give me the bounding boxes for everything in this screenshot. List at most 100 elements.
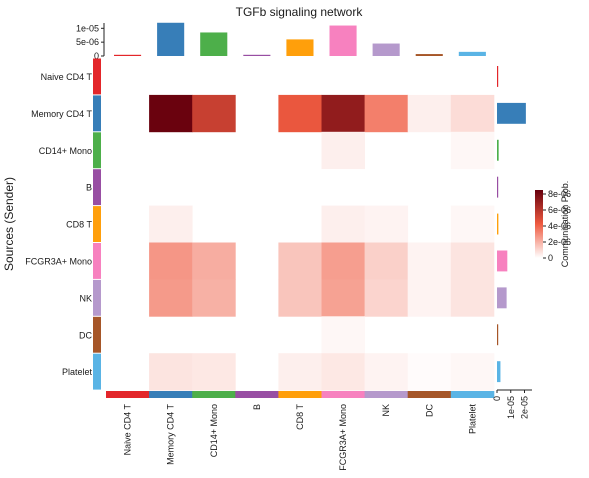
col-labels: Naive CD4 T Memory CD4 T CD14+ Mono B CD8 T F… [123, 403, 478, 470]
cell-platelet-to-fcgr3a-mono [321, 353, 365, 391]
col-label-naive-cd4-t: Naive CD4 T [123, 404, 133, 456]
color-legend: Communication Prob. 8e-06 6e-06 4e-06 2e-06… [535, 181, 571, 268]
right-bar-b [497, 176, 499, 198]
top-bar-cd8-t [286, 39, 314, 56]
row-color-nk [93, 279, 101, 316]
cell-platelet-to-nk [364, 353, 409, 391]
right-bar-chart [497, 66, 526, 383]
right-bar-memory-cd4-t [497, 102, 526, 124]
col-label-fcgr3a-mono: FCGR3A+ Mono [338, 404, 348, 471]
legend-tick-label: 6e-06 [548, 205, 571, 215]
col-color-b [235, 391, 279, 398]
cell-fcgr3a-mono-to-dc [407, 242, 452, 280]
row-label-naive-cd4-t: Naive CD4 T [41, 72, 93, 82]
row-label-dc: DC [79, 330, 92, 340]
right-bar-cd8-t [497, 213, 499, 235]
right-bar-naive-cd4-t [497, 66, 499, 87]
legend-tick-label: 4e-06 [548, 221, 571, 231]
col-color-fcgr3a-mono [321, 391, 365, 398]
col-annotation-strip [106, 391, 495, 398]
row-color-naive-cd4-t [93, 58, 101, 95]
y-axis-label: Sources (Sender) [2, 177, 16, 271]
row-color-memory-cd4-t [93, 95, 101, 132]
row-color-cd8-t [93, 206, 101, 242]
col-label-b: B [252, 404, 262, 410]
cell-nk-to-platelet [450, 279, 495, 317]
right-bar-nk [497, 287, 507, 309]
cell-nk-to-fcgr3a-mono [321, 279, 365, 317]
cell-platelet-to-memory-cd4-t [149, 353, 193, 391]
cell-memory-cd4-t-to-cd14-mono [192, 94, 236, 133]
cell-cd8-t-to-nk [364, 205, 409, 243]
cell-fcgr3a-mono-to-cd8-t [278, 242, 322, 280]
legend-tick-label: 8e-06 [548, 189, 571, 199]
cell-memory-cd4-t-to-nk [364, 94, 409, 133]
cell-platelet-to-cd8-t [278, 353, 322, 391]
right-bar-cd14-mono [497, 139, 499, 161]
col-color-nk [364, 391, 409, 398]
cell-fcgr3a-mono-to-cd14-mono [192, 242, 236, 280]
row-label-platelet: Platelet [62, 367, 93, 377]
legend-title: Communication Prob. [560, 181, 570, 268]
top-bar-axis: 1e-05 5e-06 0 [76, 23, 105, 61]
chart-title: TGFb signaling network [236, 5, 364, 19]
row-color-fcgr3a-mono [93, 243, 101, 279]
cell-cd8-t-to-fcgr3a-mono [321, 205, 365, 243]
top-bar-b [243, 54, 271, 56]
top-bar-nk [372, 43, 400, 56]
cell-memory-cd4-t-to-memory-cd4-t [149, 94, 193, 133]
cell-memory-cd4-t-to-cd8-t [278, 94, 322, 133]
cell-nk-to-nk [364, 279, 409, 317]
col-color-cd8-t [278, 391, 322, 398]
right-axis-tick-label: 0 [492, 396, 502, 401]
cell-memory-cd4-t-to-dc [407, 94, 452, 133]
top-bar-chart [114, 22, 486, 56]
cell-fcgr3a-mono-to-platelet [450, 242, 495, 280]
right-bar-axis: 0 1e-05 2e-05 [492, 389, 532, 419]
right-bar-dc [497, 324, 499, 346]
cell-fcgr3a-mono-to-nk [364, 242, 409, 280]
heatmap-cells [149, 94, 495, 391]
row-label-nk: NK [79, 293, 92, 303]
top-bar-fcgr3a-mono [329, 25, 357, 56]
row-color-cd14-mono [93, 132, 101, 169]
col-color-memory-cd4-t [149, 391, 193, 398]
col-color-cd14-mono [192, 391, 236, 398]
right-bar-platelet [497, 361, 501, 383]
col-label-dc: DC [424, 404, 434, 417]
cell-cd14-mono-to-fcgr3a-mono [321, 131, 365, 170]
top-bar-naive-cd4-t [114, 54, 142, 56]
row-color-platelet [93, 353, 101, 390]
legend-color-bar [535, 190, 543, 258]
row-color-dc [93, 316, 101, 353]
top-axis-tick-label: 1e-05 [76, 23, 99, 33]
cell-memory-cd4-t-to-fcgr3a-mono [321, 94, 365, 133]
right-axis-tick-label: 1e-05 [506, 396, 516, 419]
col-label-cd14-mono: CD14+ Mono [209, 404, 219, 457]
top-bar-platelet [458, 51, 486, 56]
cell-nk-to-cd8-t [278, 279, 322, 317]
cell-cd8-t-to-memory-cd4-t [149, 205, 193, 243]
row-annotation-strip [93, 58, 101, 390]
cell-memory-cd4-t-to-platelet [450, 94, 495, 133]
top-bar-dc [415, 54, 443, 56]
cell-nk-to-dc [407, 279, 452, 317]
row-label-memory-cd4-t: Memory CD4 T [31, 109, 92, 119]
top-bar-memory-cd4-t [157, 22, 185, 56]
legend-tick-label: 0 [548, 253, 553, 263]
col-label-cd8-t: CD8 T [295, 404, 305, 430]
row-label-cd8-t: CD8 T [66, 220, 92, 230]
cell-dc-to-fcgr3a-mono [321, 316, 365, 354]
cell-cd14-mono-to-platelet [450, 131, 495, 170]
col-label-platelet: Platelet [467, 404, 477, 435]
cell-platelet-to-platelet [450, 353, 495, 391]
right-bar-fcgr3a-mono [497, 250, 508, 272]
right-axis-tick-label: 2e-05 [520, 396, 530, 419]
cell-cd8-t-to-platelet [450, 205, 495, 243]
top-bar-cd14-mono [200, 32, 228, 56]
col-color-dc [407, 391, 452, 398]
cell-nk-to-memory-cd4-t [149, 279, 193, 317]
legend-tick-label: 2e-06 [548, 237, 571, 247]
cell-fcgr3a-mono-to-fcgr3a-mono [321, 242, 365, 280]
